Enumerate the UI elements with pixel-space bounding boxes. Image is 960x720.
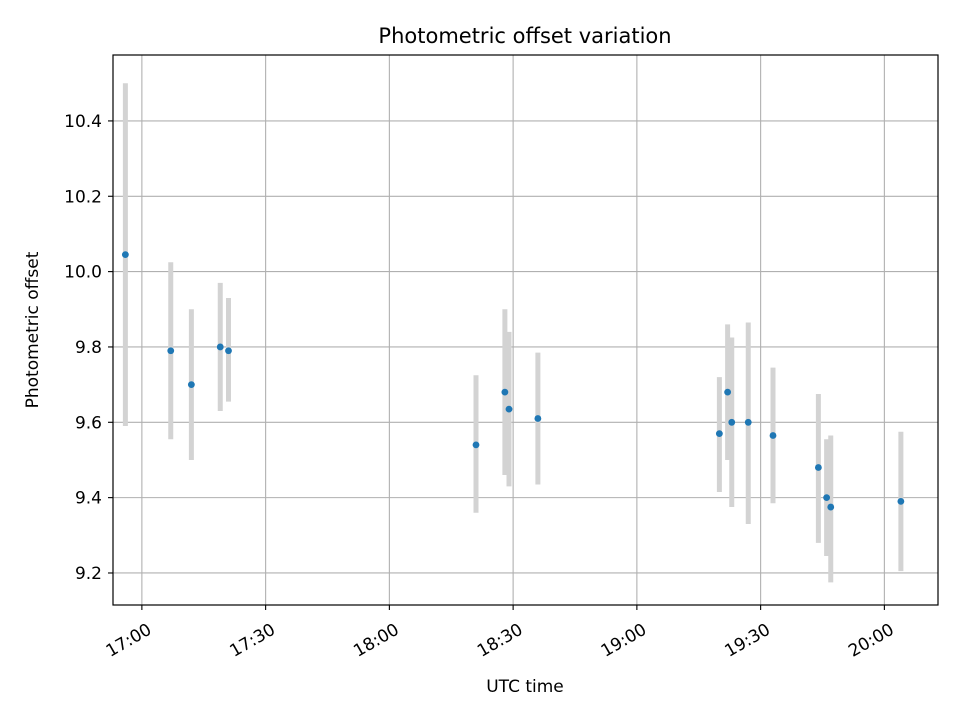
- x-axis-title: UTC time: [486, 677, 564, 697]
- y-axis-title: Photometric offset: [23, 251, 43, 408]
- data-point: [534, 415, 542, 422]
- plot-frame: [112, 54, 939, 606]
- chart-title: Photometric offset variation: [378, 24, 671, 48]
- data-point: [472, 441, 480, 449]
- y-tick-label: 9.6: [75, 413, 102, 433]
- data-point: [897, 498, 905, 505]
- y-tick-label: 9.2: [75, 564, 102, 584]
- data-point: [827, 503, 835, 511]
- data-point: [225, 347, 232, 355]
- data-point: [501, 388, 509, 396]
- y-tick-label: 9.4: [75, 489, 102, 509]
- data-point: [121, 251, 129, 259]
- data-point: [744, 418, 752, 426]
- data-point: [769, 432, 777, 439]
- y-tick-label: 10.4: [64, 112, 102, 132]
- plot-background: [113, 55, 938, 605]
- data-point: [823, 494, 831, 502]
- y-tick-label: 9.8: [75, 338, 102, 358]
- data-point: [728, 418, 736, 426]
- data-points: [121, 251, 905, 511]
- data-point: [715, 430, 723, 437]
- data-point: [187, 381, 195, 389]
- data-point: [505, 405, 513, 413]
- data-point: [216, 343, 224, 351]
- data-point: [167, 347, 175, 355]
- y-tick-label: 10.0: [64, 263, 102, 283]
- data-point: [724, 388, 732, 396]
- y-tick-label: 10.2: [64, 187, 102, 207]
- grid: [113, 55, 938, 605]
- data-point: [814, 464, 822, 471]
